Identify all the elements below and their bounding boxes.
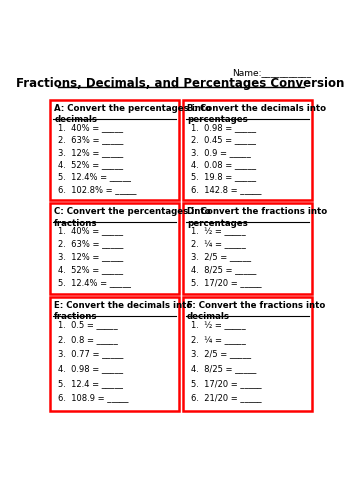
Text: 4.  52% = _____: 4. 52% = _____: [58, 160, 123, 169]
Text: 2.  ¼ = _____: 2. ¼ = _____: [191, 335, 246, 344]
Text: 1.  40% = _____: 1. 40% = _____: [58, 123, 123, 132]
Text: 1.  40% = _____: 1. 40% = _____: [58, 226, 123, 235]
Text: 5.  12.4% = _____: 5. 12.4% = _____: [58, 278, 131, 287]
Text: Name:___________: Name:___________: [233, 68, 311, 76]
Text: 5.  12.4% = _____: 5. 12.4% = _____: [58, 172, 131, 182]
Text: 6.  21/20 = _____: 6. 21/20 = _____: [191, 394, 262, 402]
FancyBboxPatch shape: [183, 100, 311, 200]
Text: 5.  17/20 = _____: 5. 17/20 = _____: [191, 278, 262, 287]
Text: 1.  0.98 = _____: 1. 0.98 = _____: [191, 123, 256, 132]
Text: 3.  2/5 = _____: 3. 2/5 = _____: [191, 350, 251, 358]
Text: 4.  52% = _____: 4. 52% = _____: [58, 265, 123, 274]
Text: 1.  ½ = _____: 1. ½ = _____: [191, 226, 246, 235]
FancyBboxPatch shape: [50, 100, 179, 200]
Text: 2.  0.8 = _____: 2. 0.8 = _____: [58, 335, 118, 344]
Text: A: Convert the percentages into
decimals: A: Convert the percentages into decimals: [54, 104, 211, 124]
Text: 6.  102.8% = _____: 6. 102.8% = _____: [58, 184, 137, 194]
Text: 3.  2/5 = _____: 3. 2/5 = _____: [191, 252, 251, 261]
Text: 3.  0.9 = _____: 3. 0.9 = _____: [191, 148, 251, 157]
Text: 1.  0.5 = _____: 1. 0.5 = _____: [58, 320, 118, 330]
Text: 3.  12% = _____: 3. 12% = _____: [58, 148, 123, 157]
FancyBboxPatch shape: [183, 203, 311, 294]
FancyBboxPatch shape: [50, 203, 179, 294]
Text: 5.  19.8 = _____: 5. 19.8 = _____: [191, 172, 256, 182]
Text: 5.  17/20 = _____: 5. 17/20 = _____: [191, 379, 262, 388]
Text: 1.  ½ = _____: 1. ½ = _____: [191, 320, 246, 330]
Text: 3.  12% = _____: 3. 12% = _____: [58, 252, 123, 261]
Text: 3.  0.77 = _____: 3. 0.77 = _____: [58, 350, 124, 358]
Text: 4.  8/25 = _____: 4. 8/25 = _____: [191, 364, 256, 373]
Text: 4.  8/25 = _____: 4. 8/25 = _____: [191, 265, 256, 274]
Text: 4.  0.08 = _____: 4. 0.08 = _____: [191, 160, 256, 169]
Text: 4.  0.98 = _____: 4. 0.98 = _____: [58, 364, 123, 373]
Text: 5.  12.4 = _____: 5. 12.4 = _____: [58, 379, 123, 388]
FancyBboxPatch shape: [50, 297, 179, 411]
Text: F: Convert the fractions into
decimals: F: Convert the fractions into decimals: [187, 301, 325, 322]
Text: 2.  0.45 = _____: 2. 0.45 = _____: [191, 136, 256, 144]
Text: D: Convert the fractions into
percentages: D: Convert the fractions into percentage…: [187, 207, 327, 228]
Text: Fractions, Decimals, and Percentages Conversion: Fractions, Decimals, and Percentages Con…: [16, 77, 345, 90]
Text: 6.  108.9 = _____: 6. 108.9 = _____: [58, 394, 128, 402]
Text: 6.  142.8 = _____: 6. 142.8 = _____: [191, 184, 262, 194]
Text: E: Convert the decimals into
fractions: E: Convert the decimals into fractions: [54, 301, 193, 322]
Text: B: Convert the decimals into
percentages: B: Convert the decimals into percentages: [187, 104, 326, 124]
Text: C: Convert the percentages into
fractions: C: Convert the percentages into fraction…: [54, 207, 211, 228]
Text: 2.  ¼ = _____: 2. ¼ = _____: [191, 240, 246, 248]
Text: 2.  63% = _____: 2. 63% = _____: [58, 240, 124, 248]
FancyBboxPatch shape: [183, 297, 311, 411]
Text: 2.  63% = _____: 2. 63% = _____: [58, 136, 124, 144]
